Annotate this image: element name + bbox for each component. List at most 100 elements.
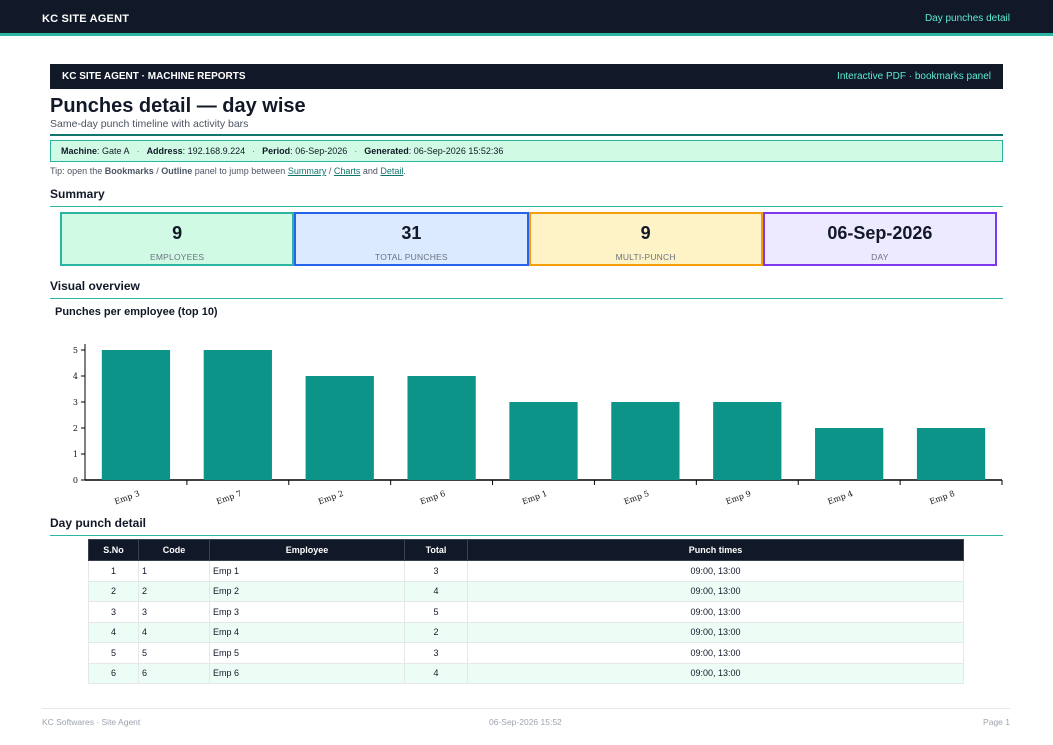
bar — [916, 428, 986, 480]
cell-total: 5 — [404, 601, 468, 623]
card-label: TOTAL PUNCHES — [374, 252, 448, 262]
x-tick-label: Emp 4 — [826, 489, 854, 506]
y-tick-label: 4 — [73, 372, 78, 381]
report-name: Day punches detail — [924, 13, 1010, 24]
footer-divider — [42, 708, 1010, 709]
cell-code: 4 — [138, 621, 210, 643]
x-tick-label: Emp 5 — [623, 489, 651, 506]
card-value: 06-Sep-2026 — [827, 223, 933, 243]
cell-total: 2 — [404, 621, 468, 643]
cell-employee: Emp 2 — [209, 580, 405, 602]
cell-total: 4 — [404, 662, 468, 684]
y-tick-label: 2 — [73, 424, 78, 433]
x-tick-label: Emp 2 — [317, 489, 345, 506]
visual-overview-heading: Visual overview — [50, 279, 1003, 299]
period-label: Period — [262, 146, 291, 156]
cell-employee: Emp 6 — [209, 662, 405, 684]
machine-value: Gate A — [102, 146, 130, 156]
outline-word: Outline — [161, 166, 193, 176]
punch-detail-table: S.No Code Employee Total Punch times 1 1… — [88, 539, 964, 684]
day-card: 06-Sep-2026 DAY — [762, 212, 997, 266]
bookmarks-word: Bookmarks — [104, 166, 154, 176]
card-value: 31 — [401, 223, 422, 243]
col-employee: Employee — [209, 539, 405, 561]
bar — [203, 350, 272, 480]
address-label: Address — [146, 146, 183, 156]
page-title: Punches detail — day wise — [50, 95, 306, 117]
cell-punch-times: 09:00, 13:00 — [467, 580, 964, 602]
bar — [407, 376, 476, 480]
bar — [611, 402, 680, 480]
cell-code: 3 — [138, 601, 210, 623]
header-band: KC SITE AGENT · MACHINE REPORTS Interact… — [50, 64, 1003, 89]
x-tick-label: Emp 8 — [928, 489, 956, 506]
brand-name: KC SITE AGENT — [42, 13, 130, 25]
card-value: 9 — [172, 223, 183, 243]
chart-title: Punches per employee (top 10) — [55, 306, 218, 318]
table-row: 3 3 Emp 3 5 09:00, 13:00 — [88, 601, 964, 623]
meta-strip: Machine: Gate A · Address: 192.168.9.224 · P… — [50, 140, 1003, 162]
bar — [101, 350, 171, 480]
bar — [713, 402, 782, 480]
col-total: Total — [404, 539, 468, 561]
table-row: 2 2 Emp 2 4 09:00, 13:00 — [88, 580, 964, 602]
summary-link[interactable]: Summary — [287, 166, 327, 176]
table-row: 1 1 Emp 1 3 09:00, 13:00 — [88, 560, 964, 582]
employees-card: 9 EMPLOYEES — [60, 212, 295, 266]
cell-punch-times: 09:00, 13:00 — [467, 642, 964, 664]
tip-text: Tip: open the Bookmarks / Outline panel … — [50, 166, 406, 176]
summary-cards: 9 EMPLOYEES 31 TOTAL PUNCHES 9 MULTI-PUN… — [60, 212, 997, 266]
y-tick-label: 1 — [73, 450, 78, 459]
cell-code: 1 — [138, 560, 210, 582]
cell-sno: 3 — [88, 601, 139, 623]
y-tick-label: 0 — [73, 476, 78, 485]
table-header-row: S.No Code Employee Total Punch times — [88, 539, 964, 561]
y-tick-label: 3 — [73, 398, 78, 407]
card-label: MULTI-PUNCH — [615, 252, 676, 262]
cell-employee: Emp 5 — [209, 642, 405, 664]
cell-punch-times: 09:00, 13:00 — [467, 621, 964, 643]
footer-center: 06-Sep-2026 15:52 — [489, 717, 562, 727]
cell-sno: 4 — [88, 621, 139, 643]
multi-punch-card: 9 MULTI-PUNCH — [528, 212, 763, 266]
generated-value: 06-Sep-2026 15:52:36 — [413, 146, 504, 156]
card-label: EMPLOYEES — [150, 252, 205, 262]
y-tick-label: 5 — [73, 346, 78, 355]
address-value: 192.168.9.224 — [187, 146, 246, 156]
cell-employee: Emp 4 — [209, 621, 405, 643]
x-tick-label: Emp 1 — [521, 489, 549, 506]
cell-punch-times: 09:00, 13:00 — [467, 662, 964, 684]
cell-code: 2 — [138, 580, 210, 602]
band-title: KC SITE AGENT · MACHINE REPORTS — [62, 71, 246, 82]
x-tick-label: Emp 9 — [725, 489, 753, 506]
cell-employee: Emp 3 — [209, 601, 405, 623]
card-value: 9 — [640, 223, 651, 243]
top-bar: KC SITE AGENT Day punches detail — [0, 0, 1053, 36]
cell-total: 4 — [404, 580, 468, 602]
summary-heading: Summary — [50, 187, 1003, 207]
x-tick-label: Emp 7 — [215, 489, 243, 506]
cell-code: 5 — [138, 642, 210, 664]
bar — [815, 428, 884, 480]
footer-left: KC Softwares · Site Agent — [42, 717, 141, 727]
table-row: 5 5 Emp 5 3 09:00, 13:00 — [88, 642, 964, 664]
charts-link[interactable]: Charts — [333, 166, 361, 176]
cell-punch-times: 09:00, 13:00 — [467, 560, 964, 582]
col-sno: S.No — [88, 539, 139, 561]
day-punch-detail-heading: Day punch detail — [50, 516, 1003, 536]
x-tick-label: Emp 6 — [419, 489, 447, 506]
bar — [509, 402, 578, 480]
x-tick-label: Emp 3 — [113, 489, 141, 506]
table-row: 4 4 Emp 4 2 09:00, 13:00 — [88, 621, 964, 643]
total-punches-card: 31 TOTAL PUNCHES — [294, 212, 529, 266]
bar — [305, 376, 374, 480]
title-divider — [50, 134, 1003, 136]
punches-bar-chart: 0 1 2 3 4 5 Emp 3 Emp 7 Emp 2 Emp 6 Emp 1 Emp 5 Emp … — [73, 344, 1003, 506]
generated-label: Generated — [364, 146, 409, 156]
col-punch-times: Punch times — [467, 539, 964, 561]
cell-total: 3 — [404, 560, 468, 582]
detail-link[interactable]: Detail — [380, 166, 404, 176]
machine-label: Machine — [61, 146, 98, 156]
period-value: 06-Sep-2026 — [295, 146, 348, 156]
cell-code: 6 — [138, 662, 210, 684]
